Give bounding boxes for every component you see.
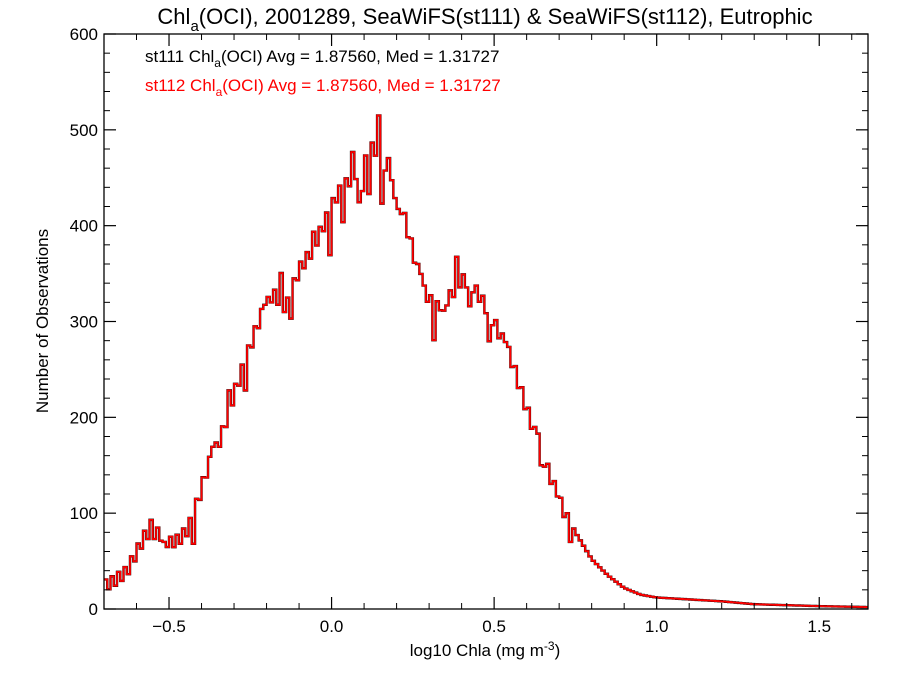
legend-st112-post: (OCI) Avg = 1.87560, Med = 1.31727 <box>222 76 500 95</box>
legend-st112-pre: st112 Chl <box>145 76 216 95</box>
x-tick-label-3: 1.0 <box>645 617 669 636</box>
legend-st111-sub: a <box>214 56 221 70</box>
y-tick-label-6: 600 <box>70 25 98 44</box>
y-tick-label-0: 0 <box>89 600 98 619</box>
chart-title-pre: Chl <box>157 4 190 29</box>
y-tick-label-1: 100 <box>70 504 98 523</box>
chart-title: Chla(OCI), 2001289, SeaWiFS(st111) & Sea… <box>157 4 812 35</box>
y-tick-label-4: 400 <box>70 217 98 236</box>
x-axis-label-pre: log10 Chla (mg m <box>410 641 544 660</box>
y-tick-label-2: 200 <box>70 408 98 427</box>
x-tick-label-4: 1.5 <box>807 617 831 636</box>
x-axis-label: log10 Chla (mg m-3) <box>410 639 561 660</box>
legend-entry-st111: st111 Chla(OCI) Avg = 1.87560, Med = 1.3… <box>145 47 499 70</box>
y-tick-label-5: 500 <box>70 121 98 140</box>
chart-title-sub: a <box>190 18 199 35</box>
x-tick-label-1: 0.0 <box>320 617 344 636</box>
series-line-st112 <box>104 114 868 608</box>
x-axis-label-post: ) <box>555 641 561 660</box>
series-line-st111 <box>104 114 868 609</box>
plot-area: −0.5 0.0 0.5 1.0 1.5 0 100 200 300 400 500 600 <box>70 25 869 636</box>
x-tick-label-0: −0.5 <box>152 617 186 636</box>
legend-st111-post: (OCI) Avg = 1.87560, Med = 1.31727 <box>221 47 499 66</box>
legend-entry-st112: st112 Chla(OCI) Avg = 1.87560, Med = 1.3… <box>145 76 501 99</box>
legend-st111-pre: st111 Chl <box>145 47 214 66</box>
legend-st112-sub: a <box>216 85 223 99</box>
x-tick-label-2: 0.5 <box>482 617 506 636</box>
y-tick-label-3: 300 <box>70 313 98 332</box>
plot-frame <box>103 33 869 610</box>
y-axis-label: Number of Observations <box>33 229 52 413</box>
x-axis-label-sup: -3 <box>544 639 555 653</box>
chart-title-post: (OCI), 2001289, SeaWiFS(st111) & SeaWiFS… <box>199 4 813 29</box>
